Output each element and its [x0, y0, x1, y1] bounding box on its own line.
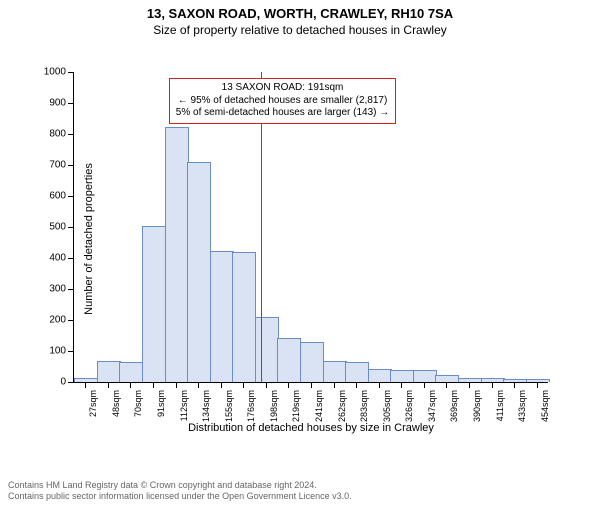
histogram-bar: [435, 375, 459, 382]
y-tick: [68, 134, 74, 135]
chart-area: Number of detached properties Distributi…: [55, 54, 565, 424]
histogram-bar: [97, 361, 121, 382]
y-tick: [68, 103, 74, 104]
y-tick-label: 200: [49, 315, 66, 326]
x-tick-label: 283sqm: [359, 390, 369, 422]
x-tick-label: 134sqm: [201, 390, 211, 422]
y-tick: [68, 382, 74, 383]
x-tick-label: 155sqm: [224, 390, 234, 422]
x-tick-label: 433sqm: [517, 390, 527, 422]
annotation-line: 13 SAXON ROAD: 191sqm: [176, 82, 389, 95]
x-tick: [379, 382, 380, 388]
histogram-bar: [277, 338, 301, 382]
y-tick-label: 400: [49, 253, 66, 264]
footer-line-2: Contains public sector information licen…: [8, 491, 352, 502]
annotation-line: 5% of semi-detached houses are larger (1…: [176, 107, 389, 120]
x-tick: [311, 382, 312, 388]
x-tick-label: 219sqm: [291, 390, 301, 422]
histogram-bar: [119, 362, 143, 382]
x-tick-label: 262sqm: [337, 390, 347, 422]
y-tick-label: 600: [49, 191, 66, 202]
y-tick: [68, 227, 74, 228]
histogram-bar: [323, 361, 347, 382]
x-tick-label: 91sqm: [156, 390, 166, 417]
y-tick: [68, 72, 74, 73]
histogram-bar: [300, 342, 324, 382]
x-tick: [266, 382, 267, 388]
annotation-line: ← 95% of detached houses are smaller (2,…: [176, 95, 389, 108]
y-tick-label: 1000: [44, 67, 66, 78]
y-tick-label: 800: [49, 129, 66, 140]
x-tick-label: 411sqm: [495, 390, 505, 421]
x-tick-label: 326sqm: [404, 390, 414, 422]
footer-attribution: Contains HM Land Registry data © Crown c…: [8, 480, 352, 502]
x-tick-label: 112sqm: [179, 390, 189, 421]
x-tick-label: 347sqm: [427, 390, 437, 422]
title-main: 13, SAXON ROAD, WORTH, CRAWLEY, RH10 7SA: [0, 6, 600, 21]
y-tick-label: 300: [49, 284, 66, 295]
x-tick: [198, 382, 199, 388]
x-axis-label: Distribution of detached houses by size …: [74, 422, 548, 434]
x-tick-label: 48sqm: [111, 390, 121, 417]
x-tick: [356, 382, 357, 388]
y-tick-label: 0: [60, 377, 66, 388]
x-tick-label: 390sqm: [472, 390, 482, 422]
histogram-bar: [210, 251, 234, 382]
x-tick-label: 305sqm: [382, 390, 392, 422]
x-tick: [446, 382, 447, 388]
y-tick: [68, 258, 74, 259]
histogram-bar: [232, 252, 256, 382]
y-tick-label: 100: [49, 346, 66, 357]
x-tick: [424, 382, 425, 388]
histogram-bar: [165, 127, 189, 382]
y-tick: [68, 320, 74, 321]
histogram-bar: [368, 369, 392, 382]
histogram-bar: [413, 370, 437, 382]
x-tick: [130, 382, 131, 388]
histogram-bar: [187, 162, 211, 382]
x-tick-label: 454sqm: [540, 390, 550, 422]
x-tick-label: 241sqm: [314, 390, 324, 422]
x-tick: [469, 382, 470, 388]
y-tick: [68, 165, 74, 166]
x-tick: [334, 382, 335, 388]
y-tick: [68, 289, 74, 290]
x-tick: [85, 382, 86, 388]
x-tick-label: 198sqm: [269, 390, 279, 422]
plot-region: Distribution of detached houses by size …: [73, 72, 548, 383]
x-tick: [221, 382, 222, 388]
title-sub: Size of property relative to detached ho…: [0, 23, 600, 37]
x-tick-label: 70sqm: [133, 390, 143, 417]
annotation-box: 13 SAXON ROAD: 191sqm← 95% of detached h…: [169, 78, 396, 124]
x-tick: [243, 382, 244, 388]
x-tick: [153, 382, 154, 388]
x-tick: [537, 382, 538, 388]
y-tick: [68, 351, 74, 352]
footer-line-1: Contains HM Land Registry data © Crown c…: [8, 480, 352, 491]
x-tick: [288, 382, 289, 388]
x-tick-label: 176sqm: [246, 390, 256, 422]
histogram-bar: [481, 378, 505, 382]
histogram-bar: [390, 370, 414, 382]
x-tick-label: 27sqm: [88, 390, 98, 417]
x-tick: [492, 382, 493, 388]
x-tick: [401, 382, 402, 388]
x-tick: [108, 382, 109, 388]
histogram-bar: [503, 379, 527, 382]
histogram-bar: [526, 379, 550, 382]
x-tick: [176, 382, 177, 388]
x-tick: [514, 382, 515, 388]
histogram-bar: [345, 362, 369, 382]
y-tick: [68, 196, 74, 197]
histogram-bar: [255, 317, 279, 382]
histogram-bar: [458, 378, 482, 382]
y-tick-label: 500: [49, 222, 66, 233]
histogram-bar: [142, 226, 166, 382]
y-tick-label: 700: [49, 160, 66, 171]
y-tick-label: 900: [49, 98, 66, 109]
x-tick-label: 369sqm: [449, 390, 459, 422]
histogram-bar: [74, 378, 98, 382]
